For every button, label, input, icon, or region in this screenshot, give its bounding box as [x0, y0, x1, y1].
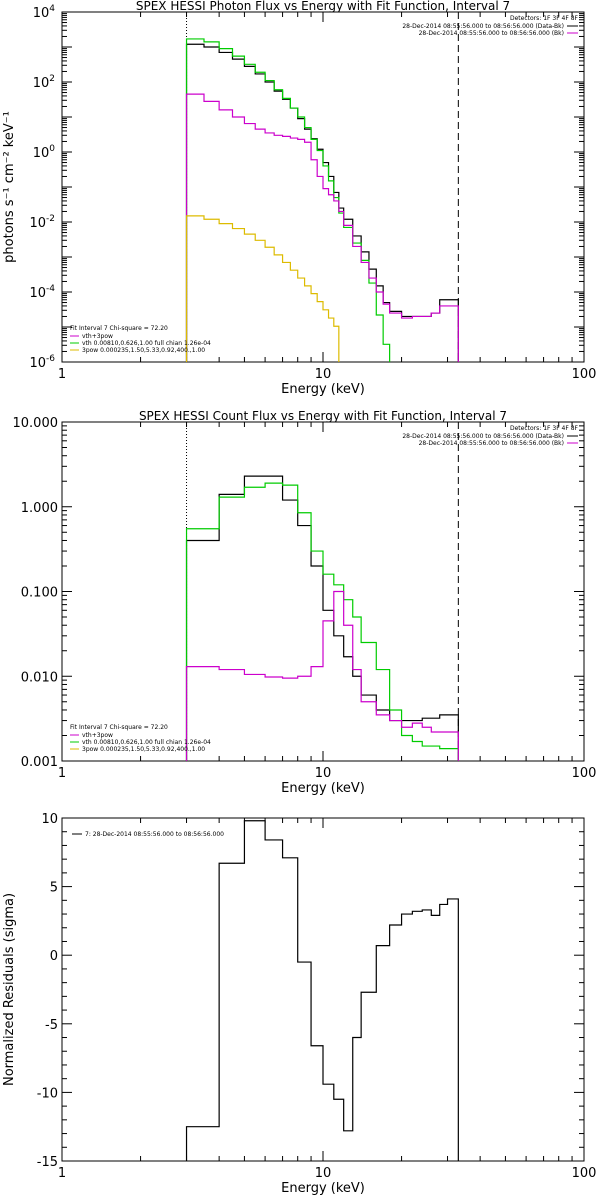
y-tick-label: 100 — [33, 144, 56, 161]
y-tick-label: 104 — [33, 4, 56, 21]
y-tick-base: 10 — [33, 6, 50, 21]
y-tick-label: -15 — [37, 1155, 58, 1170]
x-tick-label: 100 — [572, 367, 597, 382]
legend-entry-label: 28-Dec-2014 08:55:56.000 to 08:56:56.000… — [402, 433, 564, 440]
series-group — [185, 38, 459, 362]
y-tick-label: 10-4 — [29, 284, 55, 301]
series-group — [185, 820, 459, 1161]
legend-entry-label: 3pow 0.000235,1.50,5.33,0.92,400.,1.00 — [82, 746, 205, 753]
y-tick-base: 10 — [33, 146, 50, 161]
y-tick-label: 10.000 — [13, 416, 59, 431]
y-tick-exp: -2 — [46, 214, 55, 224]
legend-top-left: 7: 28-Dec-2014 08:55:56.000 to 08:56:56.… — [72, 831, 224, 838]
legend-entry-label: vth 0.00810,0.626,1.00 full chian 1.26e-… — [82, 340, 211, 347]
y-tick-label: 0.010 — [21, 670, 58, 685]
y-tick-base: 10 — [29, 216, 46, 231]
y-tick-exp: 4 — [49, 4, 55, 14]
x-axis-label: Energy (keV) — [281, 382, 365, 397]
legend-entry-label: vth+3pow — [82, 333, 113, 340]
series-line-bk — [185, 93, 459, 362]
y-tick-label: -10 — [37, 1086, 58, 1101]
x-tick-label: 10 — [315, 1166, 332, 1181]
y-tick-label: 10-2 — [29, 214, 55, 231]
x-tick-label: 100 — [572, 766, 597, 781]
y-axis-label: photons s⁻¹ cm⁻² keV⁻¹ — [2, 111, 17, 263]
y-tick-label: 10-6 — [29, 354, 55, 371]
y-tick-label: 10 — [41, 812, 58, 827]
y-tick-base: 10 — [29, 356, 46, 371]
y-tick-label: 5 — [50, 881, 58, 896]
y-tick-label: 0.001 — [21, 755, 58, 770]
y-tick-label: 0 — [50, 949, 58, 964]
legend-bottom-left: Fit Interval 7 Chi-square = 72.20vth+3po… — [70, 724, 211, 753]
series-line-bk — [185, 590, 459, 761]
y-tick-exp: 2 — [49, 74, 55, 84]
legend-entry-label: vth 0.00810,0.626,1.00 full chian 1.26e-… — [82, 739, 211, 746]
legend-heading: Detectors: 1F 3F 4F 8F — [510, 425, 579, 432]
series-line-data-bk — [185, 475, 459, 761]
series-line-vth-3pow — [185, 38, 391, 362]
legend-entry-label: 3pow 0.000235,1.50,5.33,0.92,400.,1.00 — [82, 347, 205, 354]
legend-bottom-left: Fit Interval 7 Chi-square = 72.20vth+3po… — [70, 325, 211, 354]
x-tick-label: 10 — [315, 766, 332, 781]
x-tick-label: 1 — [58, 367, 66, 382]
legend-heading: Fit Interval 7 Chi-square = 72.20 — [70, 724, 168, 731]
x-tick-label: 100 — [572, 1166, 597, 1181]
legend-entry-label: vth+3pow — [82, 732, 113, 739]
y-tick-base: 10 — [33, 76, 50, 91]
y-tick-exp: 0 — [49, 144, 55, 154]
y-tick-label: 0.100 — [21, 586, 58, 601]
y-tick-base: 10 — [29, 286, 46, 301]
legend-entry-label: 7: 28-Dec-2014 08:55:56.000 to 08:56:56.… — [85, 831, 224, 838]
series-group — [185, 475, 459, 761]
y-tick-label: 102 — [33, 74, 55, 91]
y-tick-label: -5 — [45, 1018, 58, 1033]
legend-entry-label: 28-Dec-2014 08:55:56.000 to 08:56:56.000… — [419, 440, 564, 447]
series-line-vth-3pow — [185, 482, 459, 761]
legend-entry-label: 28-Dec-2014 08:55:56.000 to 08:56:56.000… — [402, 23, 564, 30]
x-tick-label: 1 — [58, 1166, 66, 1181]
x-axis-label: Energy (keV) — [281, 781, 365, 796]
plot-frame — [61, 817, 585, 1162]
legend-entry-label: 28-Dec-2014 08:55:56.000 to 08:56:56.000… — [419, 30, 564, 37]
series-line-residuals — [185, 820, 459, 1161]
chart-1: SPEX HESSI Photon Flux vs Energy with Fi… — [2, 0, 596, 397]
x-axis-label: Energy (keV) — [281, 1181, 365, 1196]
y-tick-exp: -4 — [46, 284, 55, 294]
y-tick-label: 1.000 — [21, 501, 58, 516]
x-tick-label: 10 — [315, 367, 332, 382]
y-axis-label: Normalized Residuals (sigma) — [2, 893, 17, 1086]
chart-2: SPEX HESSI Count Flux vs Energy with Fit… — [13, 409, 597, 796]
legend-heading: Detectors: 1F 3F 4F 8F — [510, 15, 579, 22]
x-tick-label: 1 — [58, 766, 66, 781]
legend-heading: Fit Interval 7 Chi-square = 72.20 — [70, 325, 168, 332]
y-tick-exp: -6 — [46, 354, 55, 364]
chart-title: SPEX HESSI Photon Flux vs Energy with Fi… — [136, 0, 510, 13]
series-line-3pow — [185, 215, 340, 362]
chart-title: SPEX HESSI Count Flux vs Energy with Fit… — [139, 409, 507, 423]
